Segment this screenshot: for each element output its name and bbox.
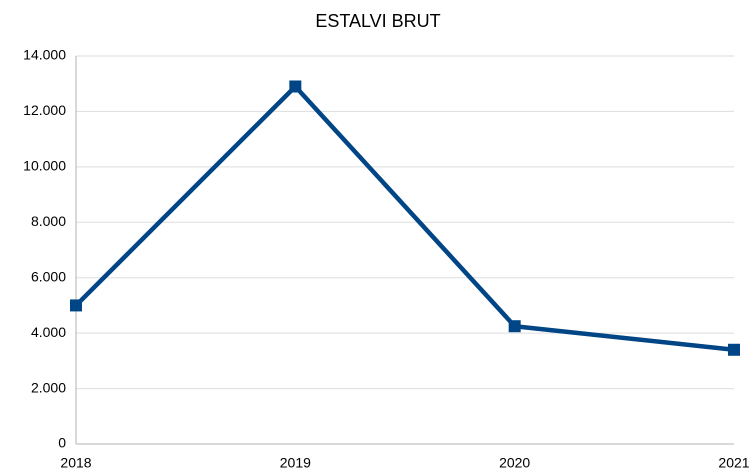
x-tick-label: 2020 bbox=[499, 455, 530, 471]
x-tick-label: 2019 bbox=[280, 455, 311, 471]
y-tick-label: 4.000 bbox=[31, 324, 66, 340]
data-line bbox=[74, 84, 735, 353]
y-tick-label: 14.000 bbox=[23, 47, 66, 63]
y-tick-label: 12.000 bbox=[23, 102, 66, 118]
data-point bbox=[70, 299, 82, 312]
y-tick-label: 2.000 bbox=[31, 379, 66, 395]
x-tick-label: 2018 bbox=[60, 455, 91, 471]
chart-title: ESTALVI BRUT bbox=[315, 11, 440, 31]
data-point bbox=[289, 80, 302, 93]
y-tick-label: 6.000 bbox=[31, 268, 66, 284]
data-point bbox=[728, 343, 740, 356]
y-tick-label: 0 bbox=[58, 435, 66, 451]
y-tick-label: 8.000 bbox=[31, 213, 66, 229]
y-tick-label: 10.000 bbox=[23, 158, 66, 174]
x-tick-label: 2021 bbox=[718, 455, 749, 471]
data-point bbox=[508, 320, 521, 333]
